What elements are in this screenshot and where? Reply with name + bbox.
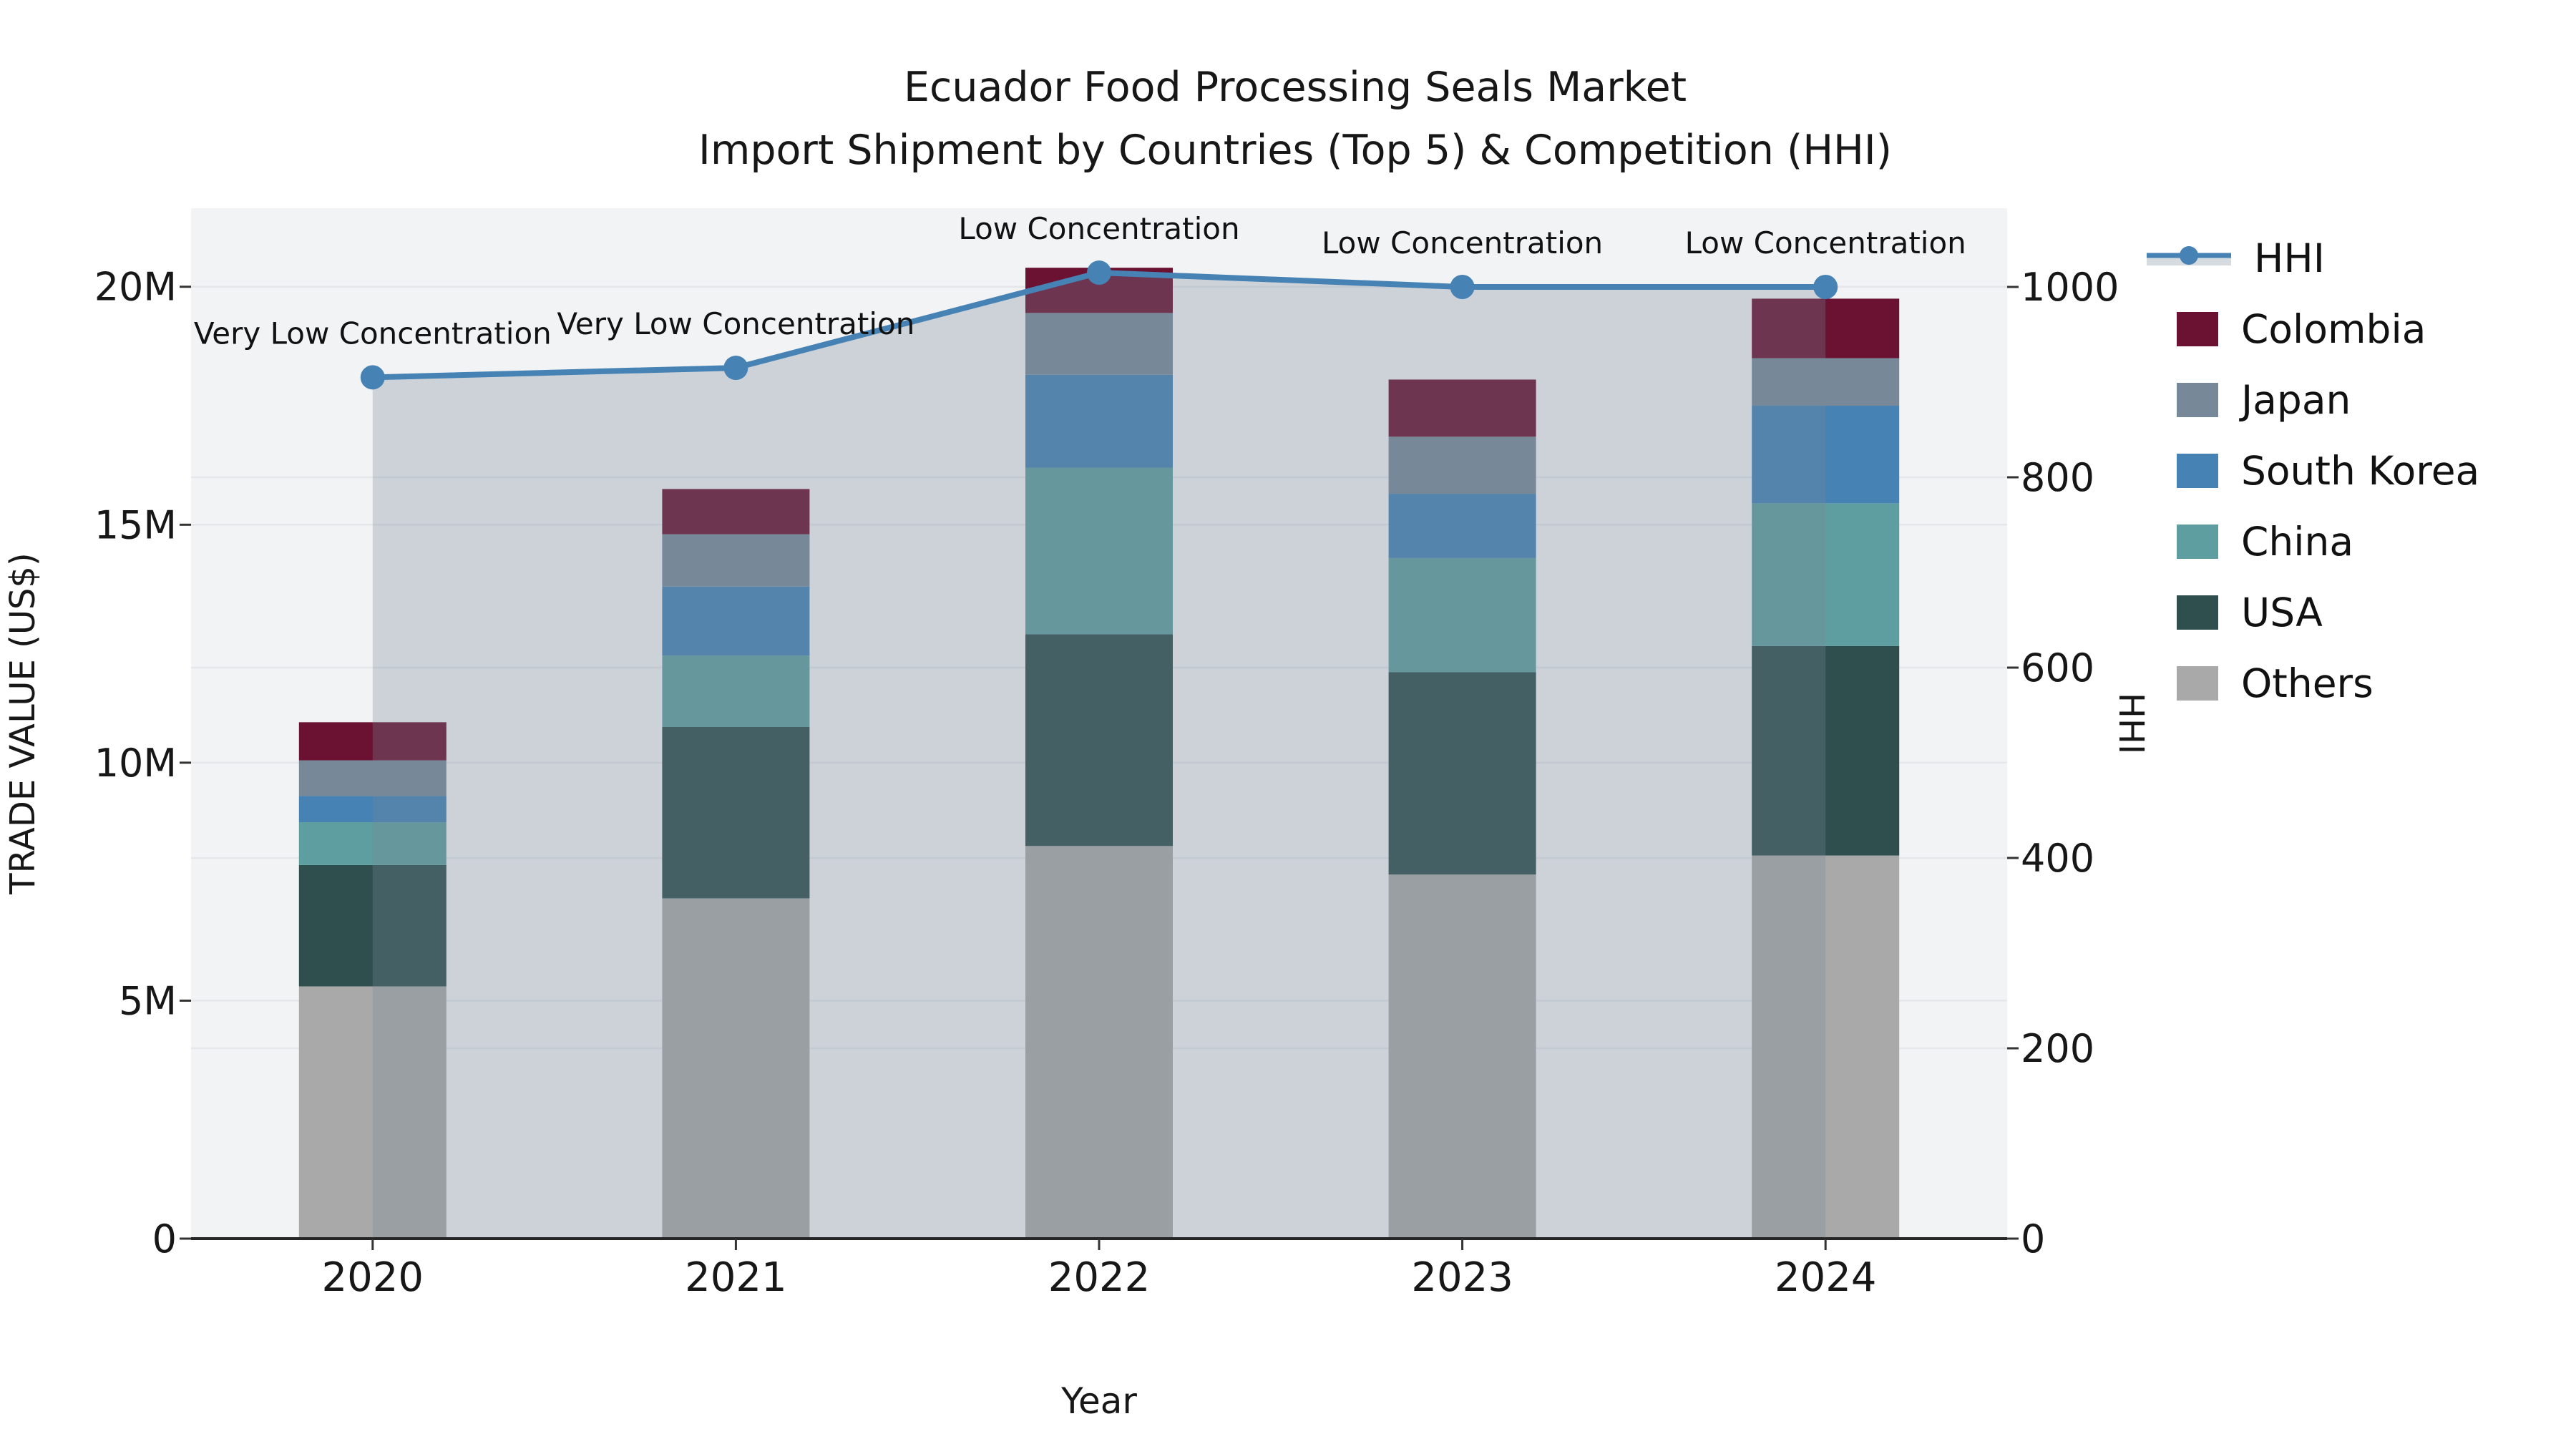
legend-swatch-colombia xyxy=(2177,312,2218,346)
bar-segment-colombia-2021 xyxy=(662,489,810,535)
legend-swatch-japan xyxy=(2177,383,2218,417)
bar-segment-usa-2021 xyxy=(662,726,810,899)
x-tick-label-2022: 2022 xyxy=(1048,1254,1151,1301)
bar-segment-china-2023 xyxy=(1388,557,1536,673)
bar-segment-south-korea-2024 xyxy=(1752,406,1900,504)
bar-segment-japan-2023 xyxy=(1388,436,1536,494)
left-tick-label: 15M xyxy=(94,502,177,547)
bar-segment-others-2023 xyxy=(1388,874,1536,1239)
legend-label: Japan xyxy=(2241,377,2351,423)
hhi-marker-2022 xyxy=(1087,260,1111,286)
x-axis-title: Year xyxy=(1060,1380,1137,1422)
bar-segment-colombia-2023 xyxy=(1388,379,1536,437)
legend-label: USA xyxy=(2241,590,2323,635)
legend-swatch-usa xyxy=(2177,595,2218,630)
bar-segment-others-2022 xyxy=(1025,846,1173,1239)
legend-item-others: Others xyxy=(2177,660,2479,706)
chart-legend: HHI Colombia Japan South Korea China USA Other… xyxy=(2147,235,2480,706)
left-tick-label: 20M xyxy=(94,265,177,310)
legend-label: HHI xyxy=(2254,235,2325,281)
bar-segment-usa-2022 xyxy=(1025,634,1173,847)
annotation-2024: Low Concentration xyxy=(1685,225,1966,260)
right-tick-label: 200 xyxy=(2021,1026,2094,1071)
chart-title-line1: Ecuador Food Processing Seals Market xyxy=(903,64,1687,111)
bar-segment-south-korea-2020 xyxy=(298,796,447,823)
bar-segment-others-2021 xyxy=(662,898,810,1239)
bar-segment-colombia-2024 xyxy=(1752,298,1900,358)
right-tick-label: 600 xyxy=(2021,645,2094,691)
left-tick-label: 0 xyxy=(152,1216,177,1262)
right-tick-label: 400 xyxy=(2021,836,2094,881)
legend-item-colombia: Colombia xyxy=(2177,306,2479,352)
bar-segment-japan-2020 xyxy=(298,760,447,796)
y-axis-title-right: HHI xyxy=(2111,693,2151,754)
bar-segment-usa-2020 xyxy=(298,864,447,987)
bar-segment-japan-2024 xyxy=(1752,358,1900,406)
bar-segment-china-2022 xyxy=(1025,467,1173,635)
hhi-area-fill xyxy=(372,273,1826,1239)
bar-segment-usa-2024 xyxy=(1752,645,1900,856)
legend-item-south-korea: South Korea xyxy=(2177,448,2480,494)
right-tick-label: 0 xyxy=(2021,1216,2045,1262)
x-tick-label-2021: 2021 xyxy=(685,1254,787,1301)
legend-swatch-china xyxy=(2177,525,2218,559)
legend-label: Colombia xyxy=(2241,306,2426,352)
bar-segment-usa-2023 xyxy=(1388,672,1536,875)
legend-item-japan: Japan xyxy=(2177,377,2479,423)
x-tick-label-2023: 2023 xyxy=(1411,1254,1513,1301)
x-tick-label-2020: 2020 xyxy=(322,1254,424,1301)
left-tick-label: 5M xyxy=(119,978,177,1023)
hhi-marker-2021 xyxy=(723,356,748,381)
hhi-marker-2023 xyxy=(1450,274,1475,299)
bar-segment-colombia-2020 xyxy=(298,722,447,761)
legend-item-china: China xyxy=(2177,519,2479,565)
left-tick-label: 10M xyxy=(94,741,177,786)
bar-segment-china-2024 xyxy=(1752,503,1900,646)
hhi-line-sample-icon xyxy=(2147,246,2231,265)
legend-swatch-others xyxy=(2177,666,2218,701)
bar-segment-japan-2022 xyxy=(1025,313,1173,375)
legend-swatch-south-korea xyxy=(2177,454,2218,488)
hhi-marker-2020 xyxy=(360,365,385,390)
annotation-2020: Very Low Concentration xyxy=(194,316,552,351)
legend-label: South Korea xyxy=(2241,448,2480,494)
bar-segment-south-korea-2023 xyxy=(1388,494,1536,558)
legend-label: China xyxy=(2241,519,2354,565)
chart-title: Ecuador Food Processing Seals Market Imp… xyxy=(698,56,1892,182)
bar-segment-others-2020 xyxy=(298,986,447,1239)
bar-segment-south-korea-2021 xyxy=(662,586,810,656)
bar-segment-china-2020 xyxy=(298,822,447,865)
bar-segment-japan-2021 xyxy=(662,534,810,587)
annotation-2021: Very Low Concentration xyxy=(557,306,914,341)
y-axis-title-left: TRADE VALUE (US$) xyxy=(3,552,43,894)
x-tick-label-2024: 2024 xyxy=(1775,1254,1877,1301)
bar-segment-south-korea-2022 xyxy=(1025,374,1173,468)
annotation-2022: Low Concentration xyxy=(958,211,1239,246)
bar-segment-china-2021 xyxy=(662,655,810,727)
bar-segment-others-2024 xyxy=(1752,855,1900,1239)
legend-label: Others xyxy=(2241,660,2373,706)
annotation-2023: Low Concentration xyxy=(1322,225,1603,260)
hhi-marker-2024 xyxy=(1813,274,1838,299)
legend-item-hhi: HHI xyxy=(2147,235,2479,281)
legend-item-usa: USA xyxy=(2177,590,2479,635)
right-tick-label: 1000 xyxy=(2021,265,2119,310)
chart-title-line2: Import Shipment by Countries (Top 5) & C… xyxy=(698,127,1892,175)
right-tick-label: 800 xyxy=(2021,455,2094,500)
